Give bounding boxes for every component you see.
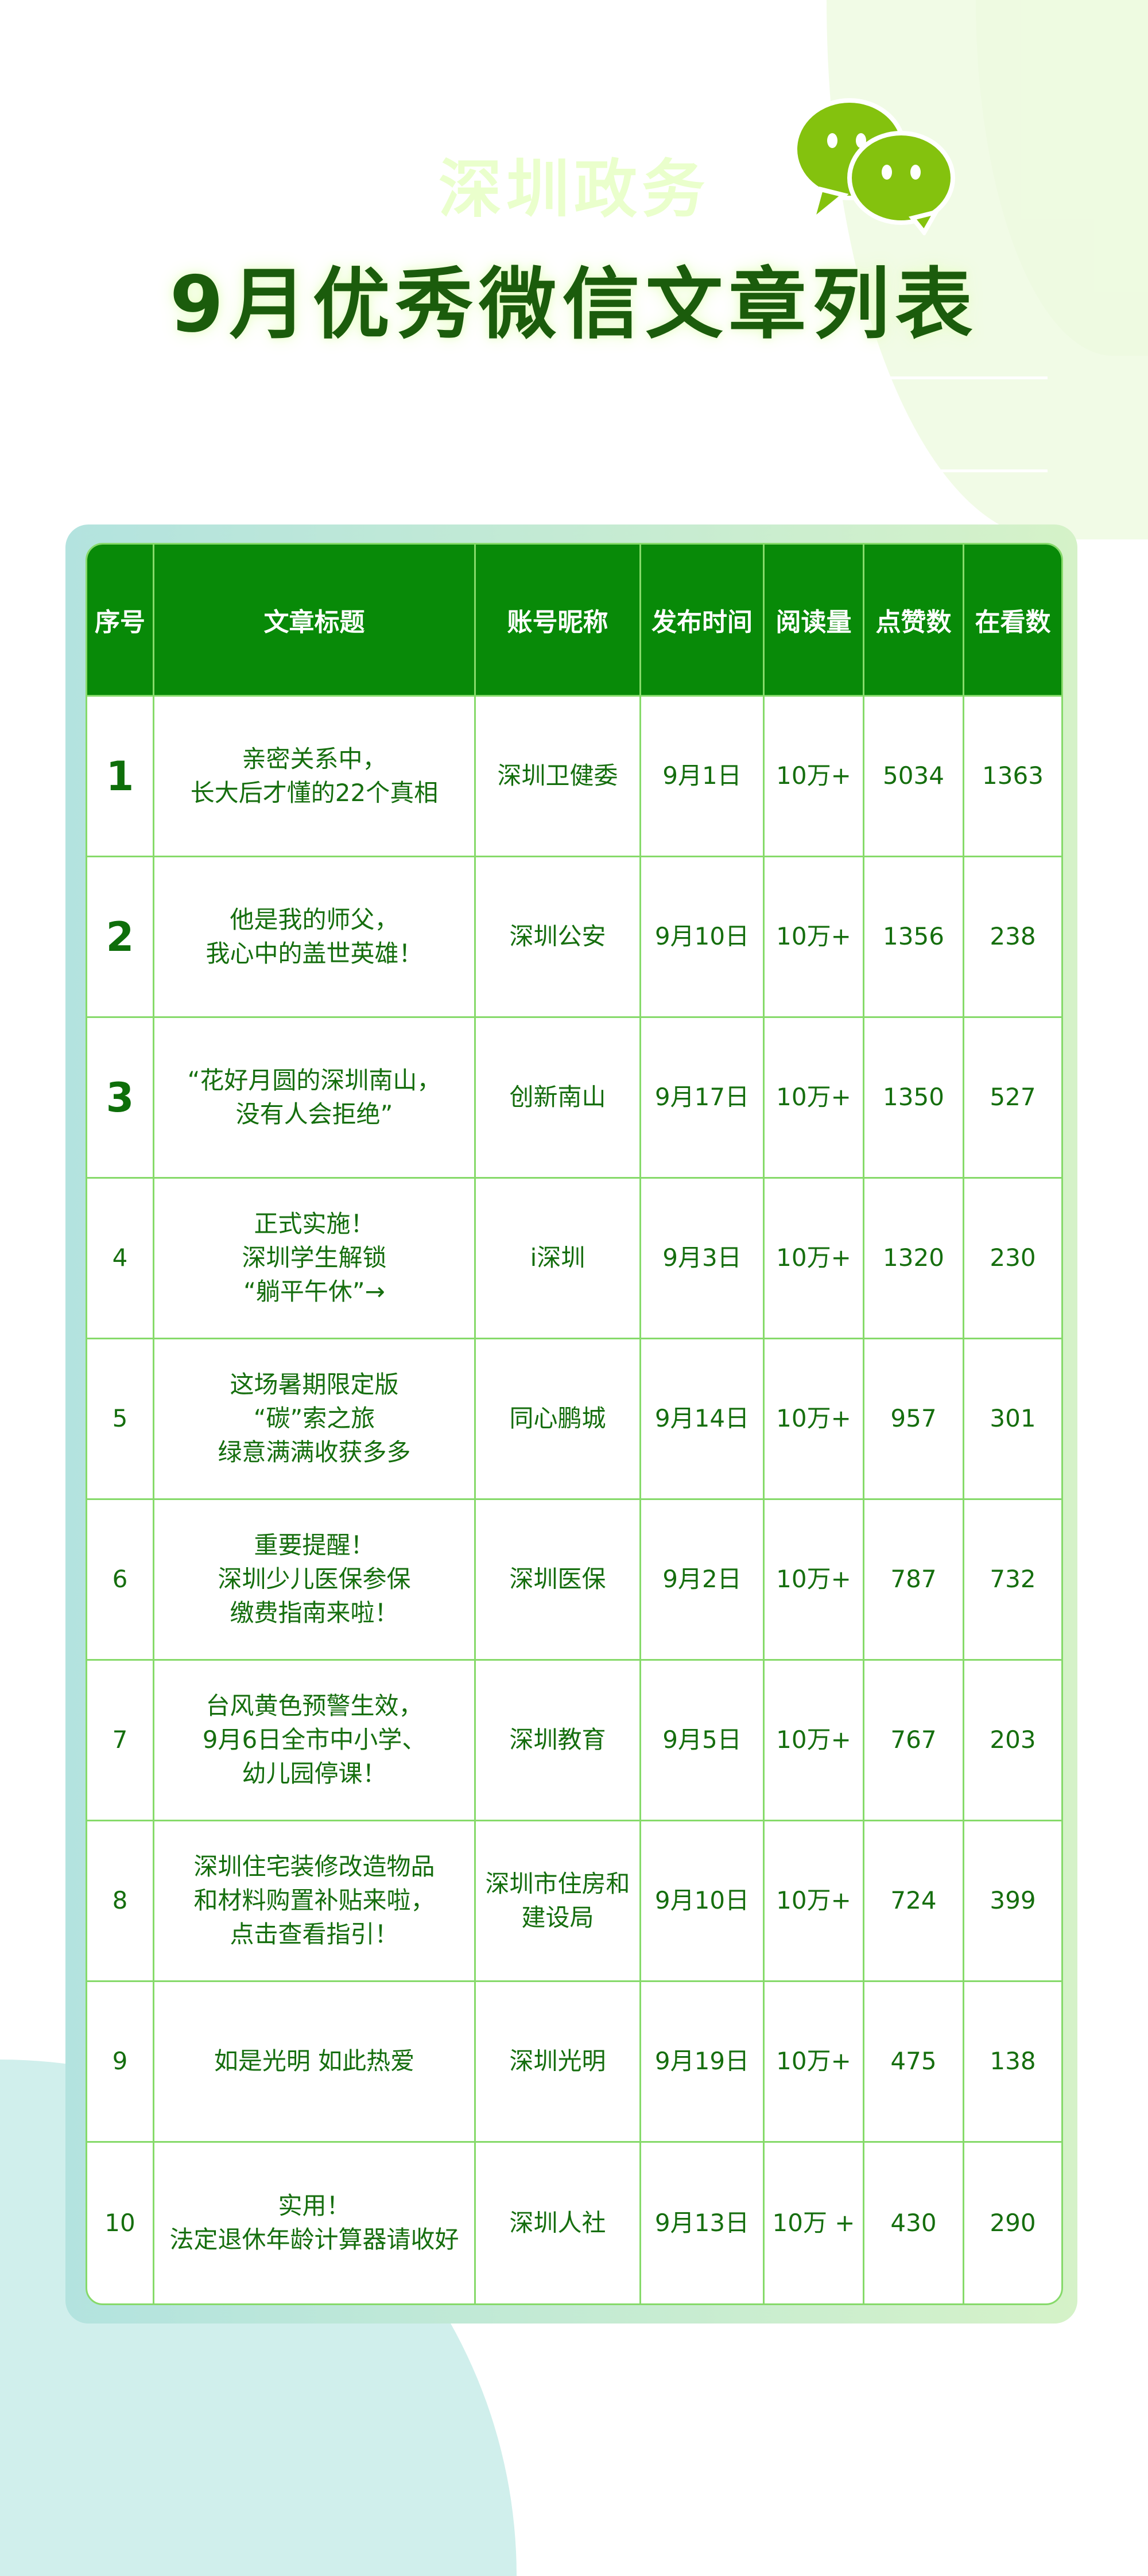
cell-date: 9月3日 bbox=[641, 1179, 765, 1339]
table-row: 2 他是我的师父， 我心中的盖世英雄！ 深圳公安 9月10日 10万+ 1356 238 bbox=[87, 857, 1061, 1018]
column-header-date: 发布时间 bbox=[641, 545, 765, 697]
cell-watching: 732 bbox=[964, 1500, 1061, 1661]
cell-rank: 8 bbox=[87, 1821, 154, 1982]
column-header-watching: 在看数 bbox=[964, 545, 1061, 697]
cell-title: “花好月圆的深圳南山， 没有人会拒绝” bbox=[154, 1018, 476, 1179]
cell-reads: 10万+ bbox=[765, 1982, 864, 2143]
cell-likes: 1356 bbox=[864, 857, 964, 1018]
wechat-icon bbox=[793, 98, 955, 235]
table-row: 10 实用！ 法定退休年龄计算器请收好 深圳人社 9月13日 10万 +430 290 bbox=[87, 2143, 1061, 2303]
cell-likes: 5034 bbox=[864, 697, 964, 857]
table-header: 序号 文章标题 账号昵称 发布时间 阅读量 点赞数 在看数 bbox=[87, 545, 1061, 697]
cell-reads: 10万+ bbox=[765, 1018, 864, 1179]
table-row: 9 如是光明 如此热爱 深圳光明 9月19日 10万+ 475 138 bbox=[87, 1982, 1061, 2143]
cell-watching: 238 bbox=[964, 857, 1061, 1018]
cell-watching: 203 bbox=[964, 1661, 1061, 1821]
cell-title: 如是光明 如此热爱 bbox=[154, 1982, 476, 2143]
table-card: 序号 文章标题 账号昵称 发布时间 阅读量 点赞数 在看数 1 亲密关系中， 长大后才懂的22… bbox=[65, 524, 1077, 2324]
column-header-account: 账号昵称 bbox=[476, 545, 641, 697]
table-row: 7 台风黄色预警生效， 9月6日全市中小学、 幼儿园停课！ 深圳教育 9月5日 10万+… bbox=[87, 1661, 1061, 1821]
cell-rank: 5 bbox=[87, 1339, 154, 1500]
cell-date: 9月17日 bbox=[641, 1018, 765, 1179]
cell-watching: 301 bbox=[964, 1339, 1061, 1500]
cell-likes: 1320 bbox=[864, 1179, 964, 1339]
cell-rank: 7 bbox=[87, 1661, 154, 1821]
cell-title: 深圳住宅装修改造物品 和材料购置补贴来啦， 点击查看指引！ bbox=[154, 1821, 476, 1982]
cell-reads: 10万+ bbox=[765, 1500, 864, 1661]
cell-watching: 138 bbox=[964, 1982, 1061, 2143]
cell-account: 深圳公安 bbox=[476, 857, 641, 1018]
table-row: 3 “花好月圆的深圳南山， 没有人会拒绝” 创新南山 9月17日 10万+ 1350 527 bbox=[87, 1018, 1061, 1179]
cell-reads: 10万 + bbox=[765, 2143, 864, 2303]
cell-reads: 10万+ bbox=[765, 1339, 864, 1500]
cell-likes: 475 bbox=[864, 1982, 964, 2143]
cell-date: 9月1日 bbox=[641, 697, 765, 857]
cell-account: i深圳 bbox=[476, 1179, 641, 1339]
footer-credit: 出品单位 | 深圳舆情研究院 bbox=[777, 2419, 1082, 2449]
cell-account: 深圳人社 bbox=[476, 2143, 641, 2303]
cell-reads: 10万+ bbox=[765, 1821, 864, 1982]
cell-rank: 1 bbox=[87, 697, 154, 857]
table-row: 1 亲密关系中， 长大后才懂的22个真相 深圳卫健委 9月1日 10万+ 5034 1363 bbox=[87, 697, 1061, 857]
cell-likes: 767 bbox=[864, 1661, 964, 1821]
divider bbox=[100, 469, 1048, 472]
cell-watching: 527 bbox=[964, 1018, 1061, 1179]
column-header-title: 文章标题 bbox=[154, 545, 476, 697]
cell-reads: 10万+ bbox=[765, 857, 864, 1018]
cell-reads: 10万+ bbox=[765, 1661, 864, 1821]
cell-date: 9月5日 bbox=[641, 1661, 765, 1821]
cell-watching: 290 bbox=[990, 2208, 1036, 2237]
column-header-rank: 序号 bbox=[87, 545, 154, 697]
table-row: 5 这场暑期限定版 “碳”索之旅 绿意满满收获多多 同心鹏城 9月14日 10万+ 957… bbox=[87, 1339, 1061, 1500]
data-range: 数据范围：2024年9月1日—2024年9月30日 bbox=[318, 394, 830, 423]
cell-watching: 230 bbox=[964, 1179, 1061, 1339]
cell-title: 正式实施！ 深圳学生解锁 “躺平午休”→ bbox=[154, 1179, 476, 1339]
cell-title: 台风黄色预警生效， 9月6日全市中小学、 幼儿园停课！ bbox=[154, 1661, 476, 1821]
cell-likes: 430 bbox=[864, 2143, 964, 2303]
cell-date: 9月10日 bbox=[641, 857, 765, 1018]
cell-watching: 1363 bbox=[964, 697, 1061, 857]
cell-rank: 9 bbox=[87, 1982, 154, 2143]
cell-account: 深圳教育 bbox=[476, 1661, 641, 1821]
cell-title: 这场暑期限定版 “碳”索之旅 绿意满满收获多多 bbox=[154, 1339, 476, 1500]
divider bbox=[100, 376, 1048, 379]
cutoff-time: 统计截止：2024年10月5日8:00 bbox=[388, 434, 760, 463]
cell-account: 深圳卫健委 bbox=[476, 697, 641, 857]
cell-title: 他是我的师父， 我心中的盖世英雄！ bbox=[154, 857, 476, 1018]
page-title: 深圳政务 bbox=[439, 153, 709, 226]
cell-date: 9月13日 bbox=[641, 2143, 765, 2303]
cell-title: 重要提醒！ 深圳少儿医保参保 缴费指南来啦！ bbox=[154, 1500, 476, 1661]
cell-title: 亲密关系中， 长大后才懂的22个真相 bbox=[154, 697, 476, 857]
cell-rank: 3 bbox=[87, 1018, 154, 1179]
cell-likes: 957 bbox=[864, 1339, 964, 1500]
cell-date: 9月10日 bbox=[641, 1821, 765, 1982]
cell-date: 9月14日 bbox=[641, 1339, 765, 1500]
cell-account: 深圳市住房和 建设局 bbox=[476, 1821, 641, 1982]
cell-account: 深圳医保 bbox=[476, 1500, 641, 1661]
cell-rank: 2 bbox=[87, 857, 154, 1018]
cell-reads: 10万+ bbox=[765, 1179, 864, 1339]
cell-rank: 4 bbox=[87, 1179, 154, 1339]
cell-likes: 724 bbox=[864, 1821, 964, 1982]
cell-date: 9月2日 bbox=[641, 1500, 765, 1661]
cell-likes: 787 bbox=[864, 1500, 964, 1661]
cell-rank: 10 bbox=[87, 2143, 154, 2303]
cell-account: 同心鹏城 bbox=[476, 1339, 641, 1500]
column-header-reads: 阅读量 bbox=[765, 545, 864, 697]
cell-account: 创新南山 bbox=[476, 1018, 641, 1179]
cell-likes: 1350 bbox=[864, 1018, 964, 1179]
article-table: 序号 文章标题 账号昵称 发布时间 阅读量 点赞数 在看数 1 亲密关系中， 长大后才懂的22… bbox=[86, 543, 1063, 2305]
cell-reads: 10万+ bbox=[765, 697, 864, 857]
cell-title: 实用！ 法定退休年龄计算器请收好 bbox=[154, 2143, 476, 2303]
page-subtitle: 9月优秀微信文章列表 bbox=[169, 259, 979, 349]
cell-account: 深圳光明 bbox=[476, 1982, 641, 2143]
cell-rank: 6 bbox=[87, 1500, 154, 1661]
table-row: 6 重要提醒！ 深圳少儿医保参保 缴费指南来啦！ 深圳医保 9月2日 10万+ 787 73… bbox=[87, 1500, 1061, 1661]
cell-date: 9月19日 bbox=[641, 1982, 765, 2143]
table-row: 8 深圳住宅装修改造物品 和材料购置补贴来啦， 点击查看指引！ 深圳市住房和 建设局… bbox=[87, 1821, 1061, 1982]
column-header-likes: 点赞数 bbox=[864, 545, 964, 697]
cell-watching: 399 bbox=[964, 1821, 1061, 1982]
table-row: 4 正式实施！ 深圳学生解锁 “躺平午休”→ i深圳 9月3日 10万+ 1320 230 bbox=[87, 1179, 1061, 1339]
